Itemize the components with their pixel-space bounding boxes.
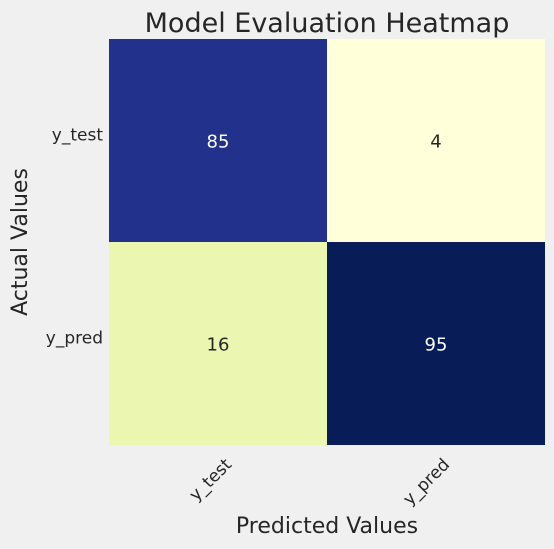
cell-value-label: 85 (207, 132, 230, 153)
x-axis-label: Predicted Values (236, 514, 418, 539)
cell-value-label: 16 (207, 335, 230, 356)
chart-title: Model Evaluation Heatmap (145, 8, 510, 39)
cell-value-label: 4 (430, 132, 441, 153)
heatmap-cell-y_pred-y_test (109, 242, 327, 445)
heatmap-cell-y_test-y_test (109, 39, 327, 242)
x-tick-labels: y_test y_pred (186, 455, 454, 510)
y-axis-label: Actual Values (8, 168, 33, 316)
heatmap-cell-y_pred-y_pred (327, 242, 545, 445)
heatmap-cell-y_test-y_pred (327, 39, 545, 242)
y-tick-labels: y_test y_pred (46, 126, 104, 349)
x-tick-label: y_pred (399, 455, 454, 510)
heatmap-cells: 85 4 16 95 (109, 39, 545, 445)
y-tick-label: y_test (52, 126, 104, 146)
y-tick-label: y_pred (46, 329, 103, 349)
x-tick-label: y_test (186, 455, 237, 506)
cell-value-label: 95 (425, 335, 448, 356)
